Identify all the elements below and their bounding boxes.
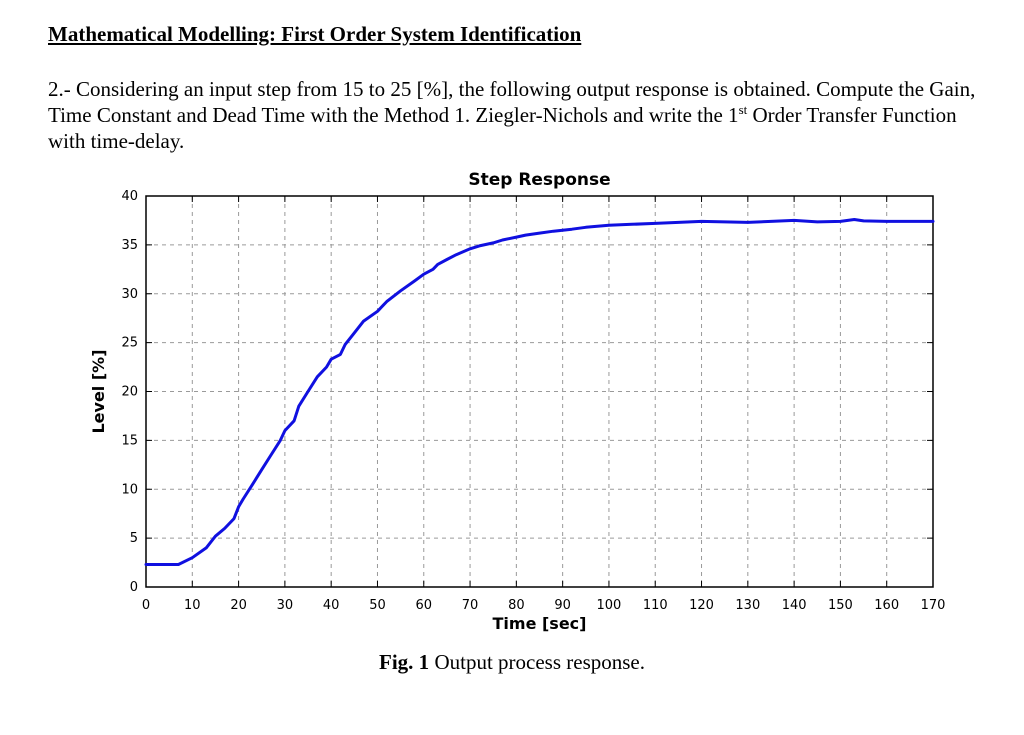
figure-caption-label: Fig. 1 [379,650,430,674]
x-tick-label: 70 [462,598,479,613]
tick-layer: 0 10 20 30 40 50 60 70 80 90 100 110 120 130 140 150 160… [121,189,945,613]
series-line-level [144,218,935,566]
x-tick-label: 120 [689,598,714,613]
y-tick-label: 40 [121,189,138,204]
y-tick-label: 25 [121,336,138,351]
x-tick-label: 110 [643,598,668,613]
x-tick-label: 60 [415,598,432,613]
problem-text-part1: 2.- Considering an input step from 15 to… [48,77,976,127]
figure-caption: Fig. 1 Output process response. [0,650,1024,675]
chart-title: Step Response [468,170,610,190]
problem-statement: 2.- Considering an input step from 15 to… [48,76,988,154]
x-tick-label: 50 [369,598,386,613]
x-axis-label: Time [sec] [493,614,587,633]
x-tick-label: 160 [874,598,899,613]
x-tick-label: 20 [230,598,247,613]
y-tick-label: 30 [121,287,138,302]
problem-superscript: st [738,102,748,117]
y-tick-label: 10 [121,482,138,497]
x-tick-label: 90 [554,598,571,613]
x-tick-label: 30 [277,598,294,613]
step-response-chart: 0 10 20 30 40 50 60 70 80 90 100 110 120 130 140 150 160… [89,170,945,633]
figure-caption-text: Output process response. [429,650,645,674]
grid-layer [146,196,933,587]
y-tick-label: 20 [121,385,138,400]
x-tick-label: 100 [597,598,622,613]
y-tick-label: 5 [130,531,138,546]
x-tick-label: 0 [142,598,150,613]
x-tick-label: 150 [828,598,853,613]
y-tick-label: 15 [121,433,138,448]
problem-text-part2: Order Transfer Function with time-delay. [48,103,957,153]
page-heading: Mathematical Modelling: First Order Syst… [48,22,582,46]
x-tick-label: 10 [184,598,201,613]
x-tick-label: 40 [323,598,340,613]
y-axis-label: Level [%] [89,349,108,433]
x-tick-label: 80 [508,598,525,613]
x-tick-label: 170 [921,598,946,613]
y-tick-label: 35 [121,238,138,253]
x-tick-label: 130 [735,598,760,613]
x-tick-label: 140 [782,598,807,613]
y-tick-label: 0 [130,580,138,595]
